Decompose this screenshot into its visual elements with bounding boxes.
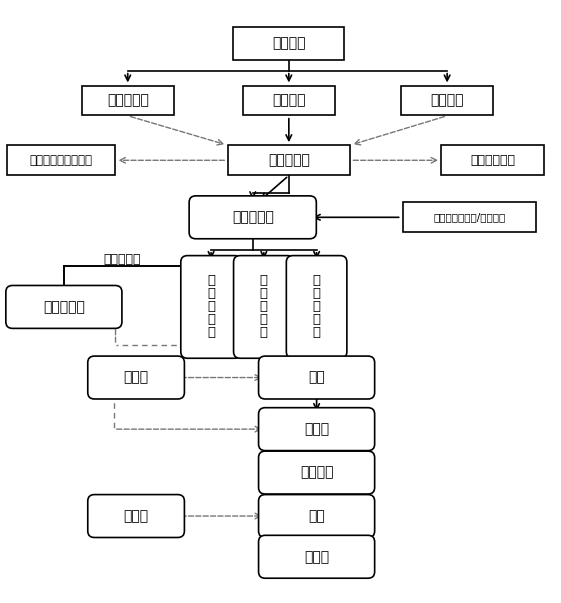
Text: 筛上物: 筛上物: [123, 509, 149, 523]
Text: 可堆腐物: 可堆腐物: [272, 93, 306, 107]
FancyBboxPatch shape: [7, 145, 115, 175]
Text: 生活垃圾: 生活垃圾: [272, 37, 306, 51]
Text: 细筛: 细筛: [308, 509, 325, 523]
Text: 第
三
发
酵
仓: 第 三 发 酵 仓: [312, 274, 320, 339]
FancyBboxPatch shape: [88, 494, 185, 537]
FancyBboxPatch shape: [259, 356, 375, 399]
Text: 成品筛分: 成品筛分: [300, 466, 333, 479]
FancyBboxPatch shape: [181, 256, 241, 358]
Text: 渗滤液回用: 渗滤液回用: [103, 253, 141, 266]
Text: 有毒有害物处理机构: 有毒有害物处理机构: [30, 154, 93, 167]
FancyBboxPatch shape: [403, 203, 536, 232]
Text: 筛上物: 筛上物: [123, 370, 149, 385]
FancyBboxPatch shape: [442, 145, 544, 175]
Text: 渗滤液控制: 渗滤液控制: [43, 300, 85, 314]
FancyBboxPatch shape: [259, 451, 375, 494]
Text: 第
一
发
酵
仓: 第 一 发 酵 仓: [207, 274, 215, 339]
Text: 第
二
发
酵
仓: 第 二 发 酵 仓: [260, 274, 268, 339]
Text: 垃圾处理场: 垃圾处理场: [268, 153, 310, 167]
FancyBboxPatch shape: [243, 86, 335, 116]
FancyBboxPatch shape: [286, 256, 347, 358]
FancyBboxPatch shape: [233, 27, 344, 60]
Text: 粗筛: 粗筛: [308, 370, 325, 385]
Text: 后腐熟: 后腐熟: [304, 422, 329, 436]
Text: 二次分类售卖: 二次分类售卖: [470, 154, 515, 167]
FancyBboxPatch shape: [259, 494, 375, 537]
FancyBboxPatch shape: [259, 408, 375, 450]
Text: 有机土: 有机土: [304, 550, 329, 564]
FancyBboxPatch shape: [401, 86, 493, 116]
Text: 可回收物: 可回收物: [430, 93, 464, 107]
FancyBboxPatch shape: [82, 86, 173, 116]
FancyBboxPatch shape: [259, 535, 375, 578]
FancyBboxPatch shape: [88, 356, 185, 399]
FancyBboxPatch shape: [233, 256, 294, 358]
Text: 有毒有害物: 有毒有害物: [107, 93, 149, 107]
Text: 按比例混合: 按比例混合: [232, 210, 274, 224]
FancyBboxPatch shape: [6, 285, 122, 329]
Text: 按季节添加常温/低温菌剂: 按季节添加常温/低温菌剂: [433, 212, 505, 223]
FancyBboxPatch shape: [228, 145, 350, 175]
FancyBboxPatch shape: [189, 196, 316, 239]
